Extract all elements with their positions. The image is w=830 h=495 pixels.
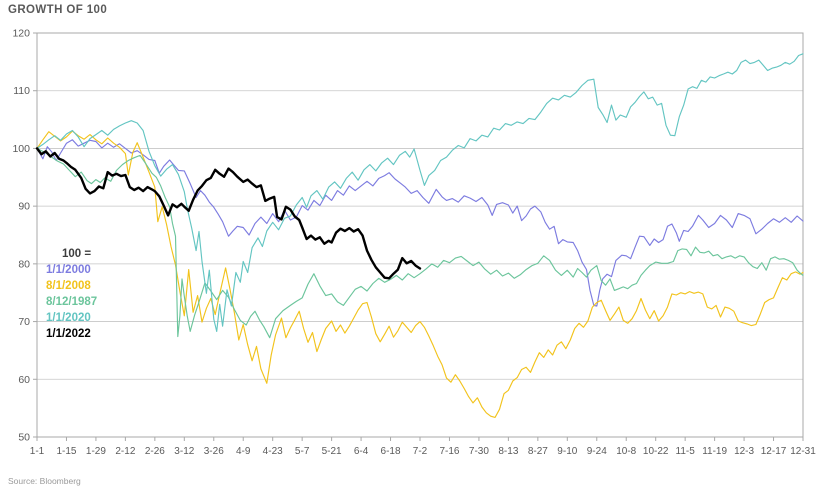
series-line-1-1-2020 [36,53,804,332]
x-tick-label-1-1: 1-1 [30,446,45,457]
x-tick-label-8-13: 8-13 [498,446,518,457]
y-tick-label-100: 100 [12,143,30,155]
legend-item-2022: 1/1/2022 [46,328,91,340]
x-tick-label-7-16: 7-16 [439,446,459,457]
legend-item-2000: 1/1/2000 [46,264,91,276]
series-line-8-1-2008 [36,130,804,418]
x-tick-label-5-7: 5-7 [295,446,310,457]
x-tick-label-12-17: 12-17 [761,446,787,457]
series-line-1-1-2022 [35,147,422,280]
x-tick-label-7-2: 7-2 [413,446,428,457]
x-tick-label-1-29: 1-29 [86,446,106,457]
x-tick-label-9-10: 9-10 [557,446,577,457]
y-tick-label-120: 120 [12,28,30,40]
legend-item-2020: 1/1/2020 [46,312,91,324]
y-tick-label-60: 60 [18,374,30,386]
y-tick-label-80: 80 [18,258,30,270]
x-tick-label-1-15: 1-15 [56,446,76,457]
x-tick-label-3-26: 3-26 [204,446,224,457]
y-tick-label-70: 70 [18,316,30,328]
y-tick-label-110: 110 [13,85,30,97]
legend-item-1987: 8/12/1987 [46,296,98,308]
x-tick-label-4-9: 4-9 [236,446,251,457]
x-tick-label-2-12: 2-12 [115,446,135,457]
x-tick-label-10-22: 10-22 [643,446,669,457]
source-attribution: Source: Bloomberg [8,476,81,486]
x-tick-label-12-3: 12-3 [734,446,754,457]
y-tick-label-90: 90 [18,201,30,213]
plot-border [36,32,804,438]
x-tick-label-11-19: 11-19 [702,446,727,457]
x-tick-label-9-24: 9-24 [587,446,607,457]
x-tick-label-7-30: 7-30 [469,446,489,457]
x-tick-label-6-4: 6-4 [354,446,369,457]
x-tick-label-4-23: 4-23 [263,446,283,457]
x-tick-label-6-18: 6-18 [381,446,401,457]
series-line-1-1-2000 [36,139,804,307]
x-tick-label-12-31: 12-31 [790,446,816,457]
x-tick-label-11-5: 11-5 [676,446,696,457]
x-tick-label-10-8: 10-8 [616,446,636,457]
legend-header: 100 = [62,248,92,260]
x-tick-label-3-12: 3-12 [174,446,194,457]
chart-legend: 100 = 1/1/2000 8/1/2008 8/12/1987 1/1/20… [46,246,97,342]
x-tick-label-8-27: 8-27 [528,446,548,457]
legend-item-2008: 8/1/2008 [46,280,91,292]
chart-title: GROWTH OF 100 [8,4,108,16]
series-line-8-12-1987 [36,147,804,339]
x-tick-label-5-21: 5-21 [322,446,342,457]
x-tick-label-2-26: 2-26 [145,446,165,457]
line-chart-canvas: 50 60 70 80 90 100 110 120 1-1 1-15 1-29 2-12 2-26 3-… [12,28,816,458]
y-tick-label-50: 50 [18,432,30,444]
